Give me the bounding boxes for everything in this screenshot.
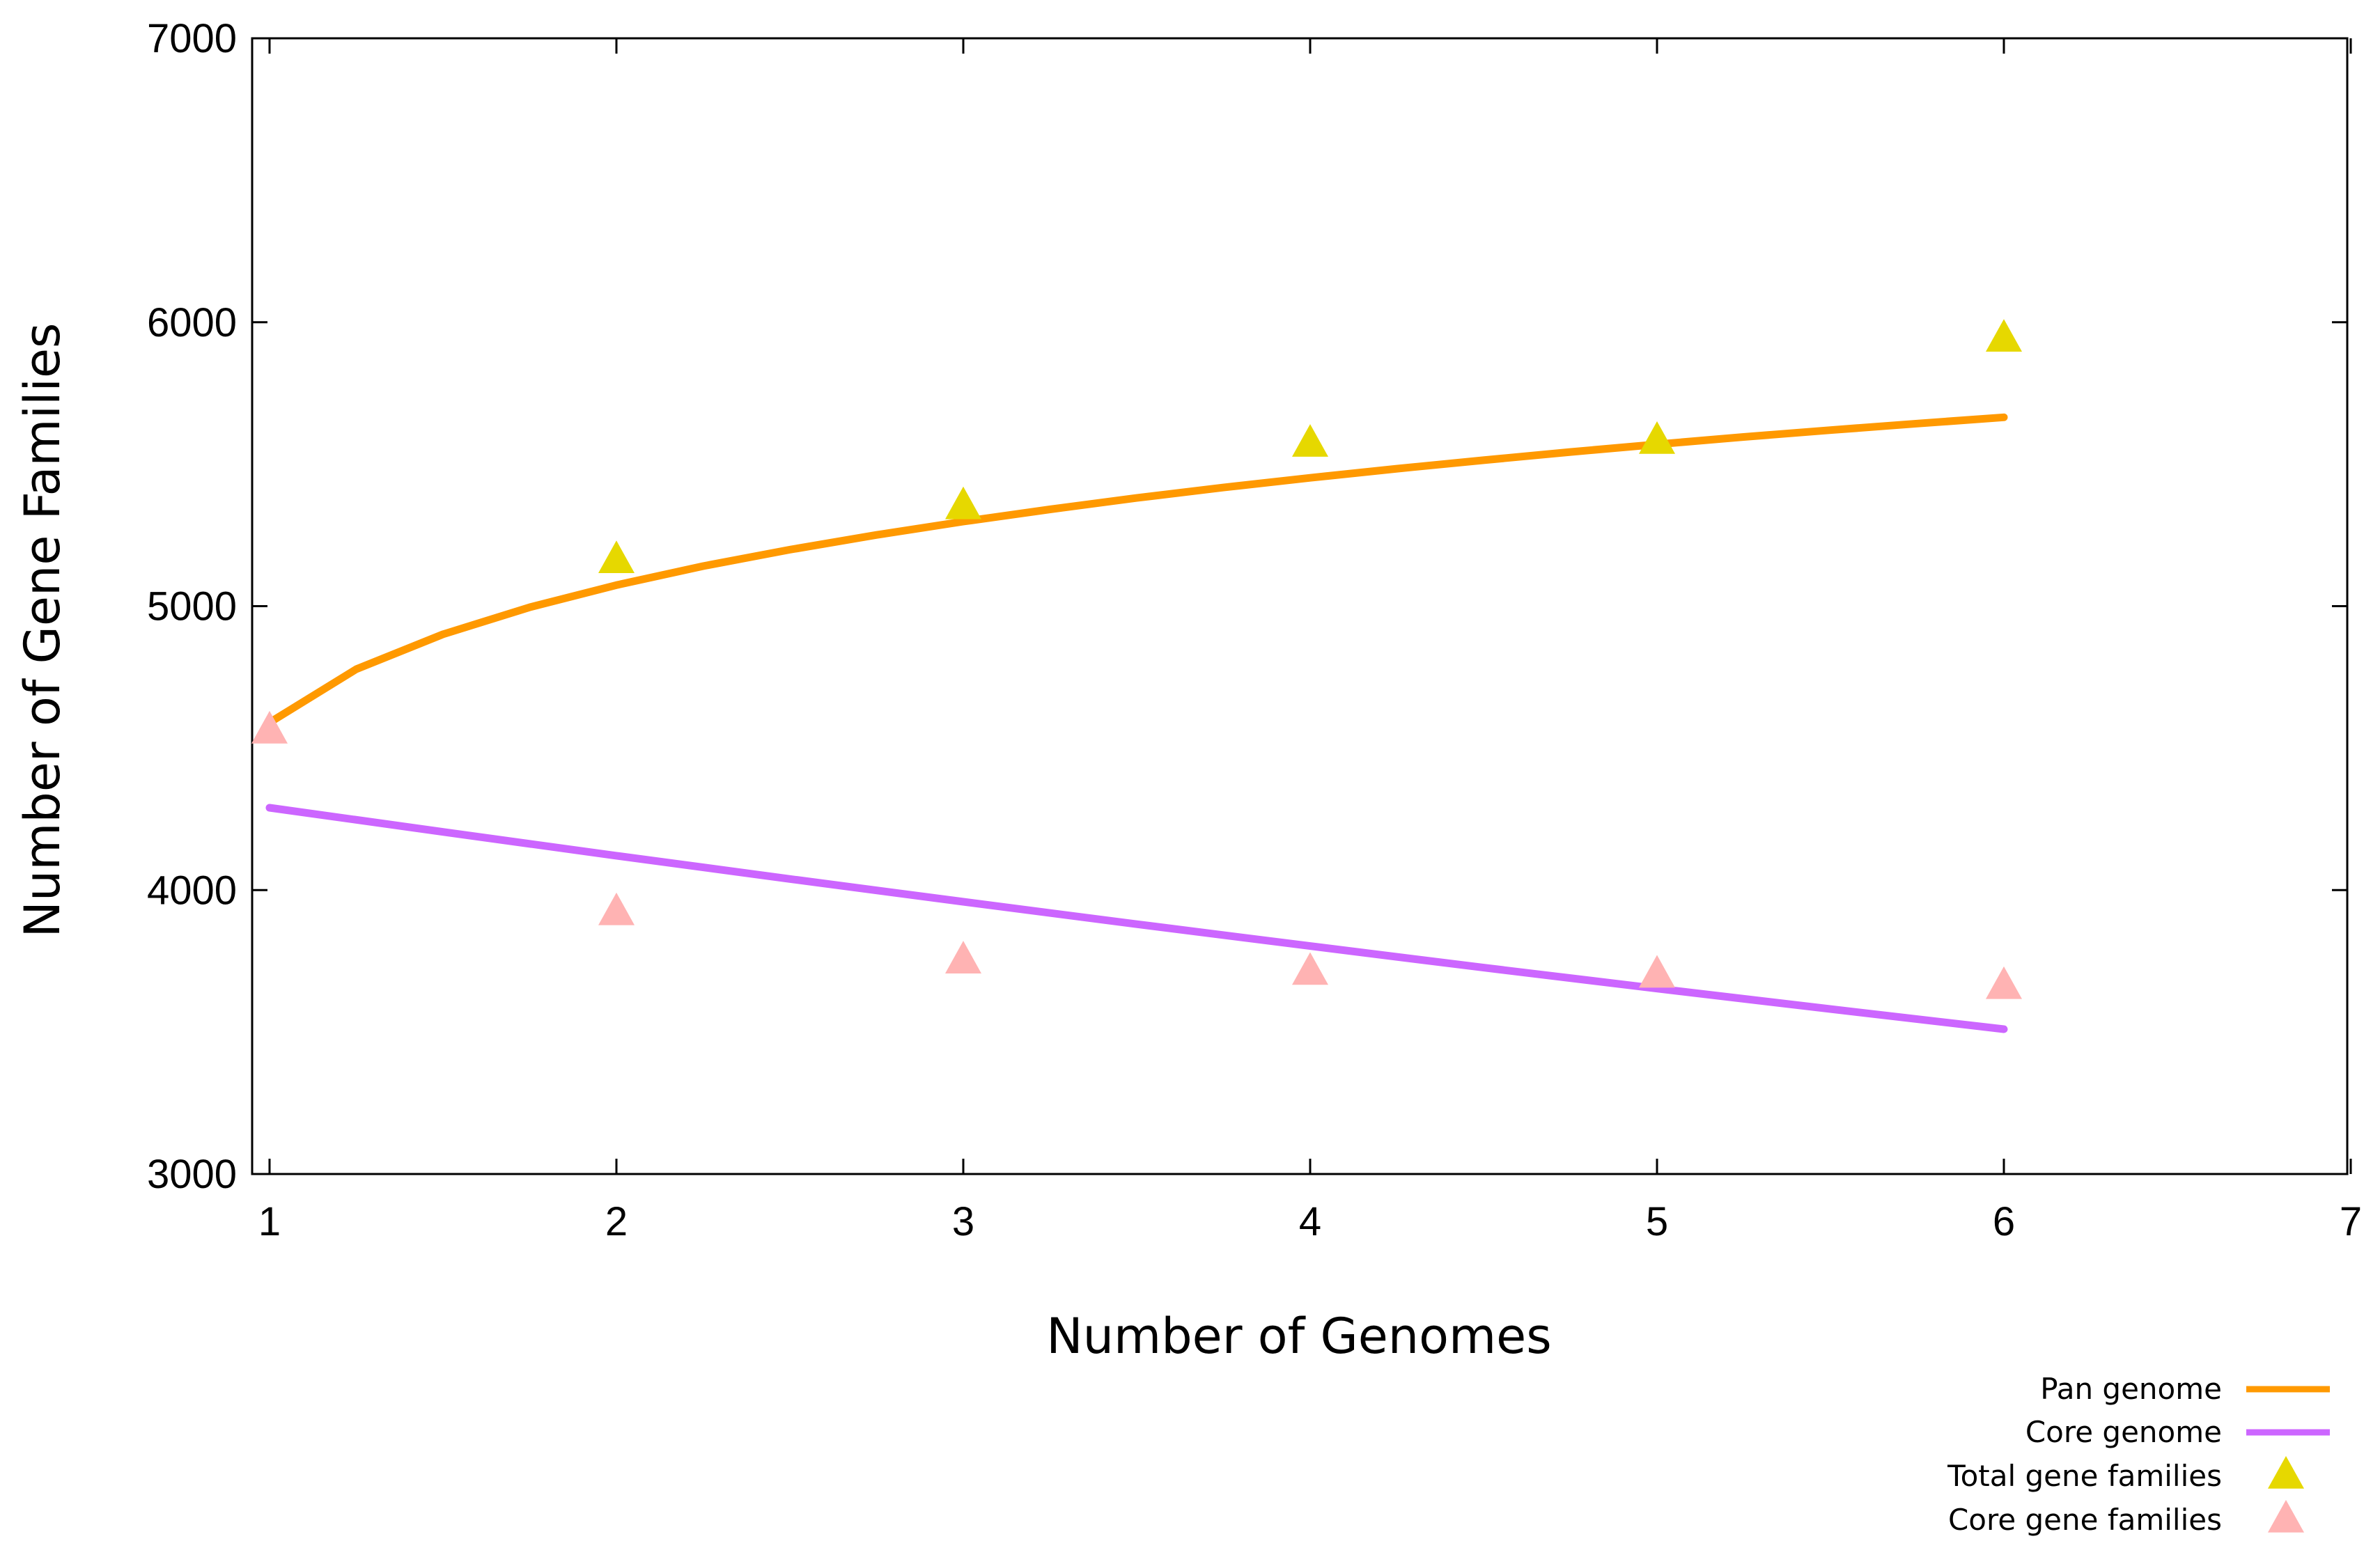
- y-tick-label: 4000: [147, 868, 237, 913]
- total-gene-families-point: [1986, 319, 2022, 352]
- core-genome-line: [265, 804, 2008, 1033]
- y-axis-ticks: 3000 4000 5000 6000 7000: [147, 16, 2347, 1197]
- series-total-gene-families: [598, 319, 2022, 574]
- core-gene-families-point: [1639, 955, 1675, 988]
- legend-swatch-total-gene-families: [2268, 1455, 2304, 1489]
- legend-label-pan-genome: Pan genome: [2040, 1372, 2222, 1406]
- series-layer: [251, 319, 2022, 1033]
- x-axis-title: Number of Genomes: [1046, 1308, 1551, 1365]
- legend: Pan genome Core genome Total gene families…: [1947, 1372, 2330, 1537]
- x-axis-ticks: 1 2 3 4 5 6 7: [258, 38, 2362, 1244]
- x-tick-label: 5: [1646, 1199, 1668, 1244]
- x-tick-label: 6: [1993, 1199, 2015, 1244]
- x-tick-label: 7: [2340, 1199, 2362, 1244]
- legend-swatch-core-gene-families: [2268, 1499, 2304, 1533]
- core-gene-families-point: [945, 941, 981, 973]
- plot-frame: [251, 37, 2349, 1175]
- legend-label-core-gene-families: Core gene families: [1948, 1503, 2222, 1537]
- series-core-gene-families: [251, 710, 2022, 999]
- y-axis-title: Number of Gene Families: [14, 323, 71, 938]
- core-gene-families-point: [1986, 966, 2022, 999]
- y-tick-label: 5000: [147, 584, 237, 629]
- total-gene-families-point: [945, 486, 981, 519]
- x-tick-label: 1: [258, 1199, 281, 1244]
- total-gene-families-point: [1639, 421, 1675, 454]
- y-tick-label: 3000: [147, 1152, 237, 1197]
- x-tick-label: 4: [1299, 1199, 1321, 1244]
- x-tick-label: 2: [605, 1199, 628, 1244]
- y-tick-label: 7000: [147, 16, 237, 61]
- plot-border: [251, 37, 2349, 1175]
- x-tick-label: 3: [952, 1199, 974, 1244]
- total-gene-families-point: [1292, 424, 1328, 457]
- legend-label-total-gene-families: Total gene families: [1947, 1459, 2222, 1493]
- core-gene-families-point: [1292, 952, 1328, 985]
- legend-label-core-genome: Core genome: [2025, 1415, 2222, 1449]
- series-pan-genome: [265, 413, 2008, 727]
- core-gene-families-point: [251, 710, 288, 744]
- series-core-genome: [265, 804, 2008, 1033]
- y-tick-label: 6000: [147, 300, 237, 345]
- pan-genome-line: [265, 413, 2008, 727]
- core-gene-families-point: [598, 892, 635, 925]
- total-gene-families-point: [598, 540, 635, 574]
